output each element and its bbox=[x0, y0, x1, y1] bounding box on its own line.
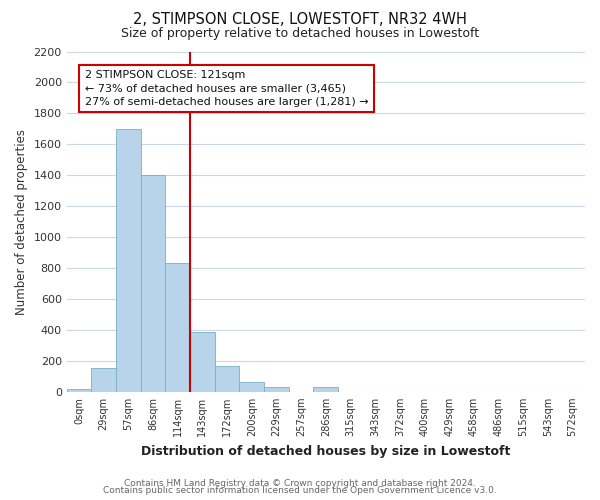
Bar bbox=[166, 264, 190, 392]
Bar bbox=[190, 332, 215, 392]
Text: 2 STIMPSON CLOSE: 121sqm
← 73% of detached houses are smaller (3,465)
27% of sem: 2 STIMPSON CLOSE: 121sqm ← 73% of detach… bbox=[85, 70, 368, 106]
Bar bbox=[91, 368, 116, 392]
Bar bbox=[141, 175, 166, 392]
Text: Contains public sector information licensed under the Open Government Licence v3: Contains public sector information licen… bbox=[103, 486, 497, 495]
Bar bbox=[215, 366, 239, 392]
Bar bbox=[239, 382, 264, 392]
Bar bbox=[67, 388, 91, 392]
Bar bbox=[313, 387, 338, 392]
Y-axis label: Number of detached properties: Number of detached properties bbox=[15, 128, 28, 314]
Text: Contains HM Land Registry data © Crown copyright and database right 2024.: Contains HM Land Registry data © Crown c… bbox=[124, 478, 476, 488]
Text: Size of property relative to detached houses in Lowestoft: Size of property relative to detached ho… bbox=[121, 28, 479, 40]
Bar bbox=[264, 387, 289, 392]
Text: 2, STIMPSON CLOSE, LOWESTOFT, NR32 4WH: 2, STIMPSON CLOSE, LOWESTOFT, NR32 4WH bbox=[133, 12, 467, 28]
Bar bbox=[116, 129, 141, 392]
X-axis label: Distribution of detached houses by size in Lowestoft: Distribution of detached houses by size … bbox=[141, 444, 511, 458]
